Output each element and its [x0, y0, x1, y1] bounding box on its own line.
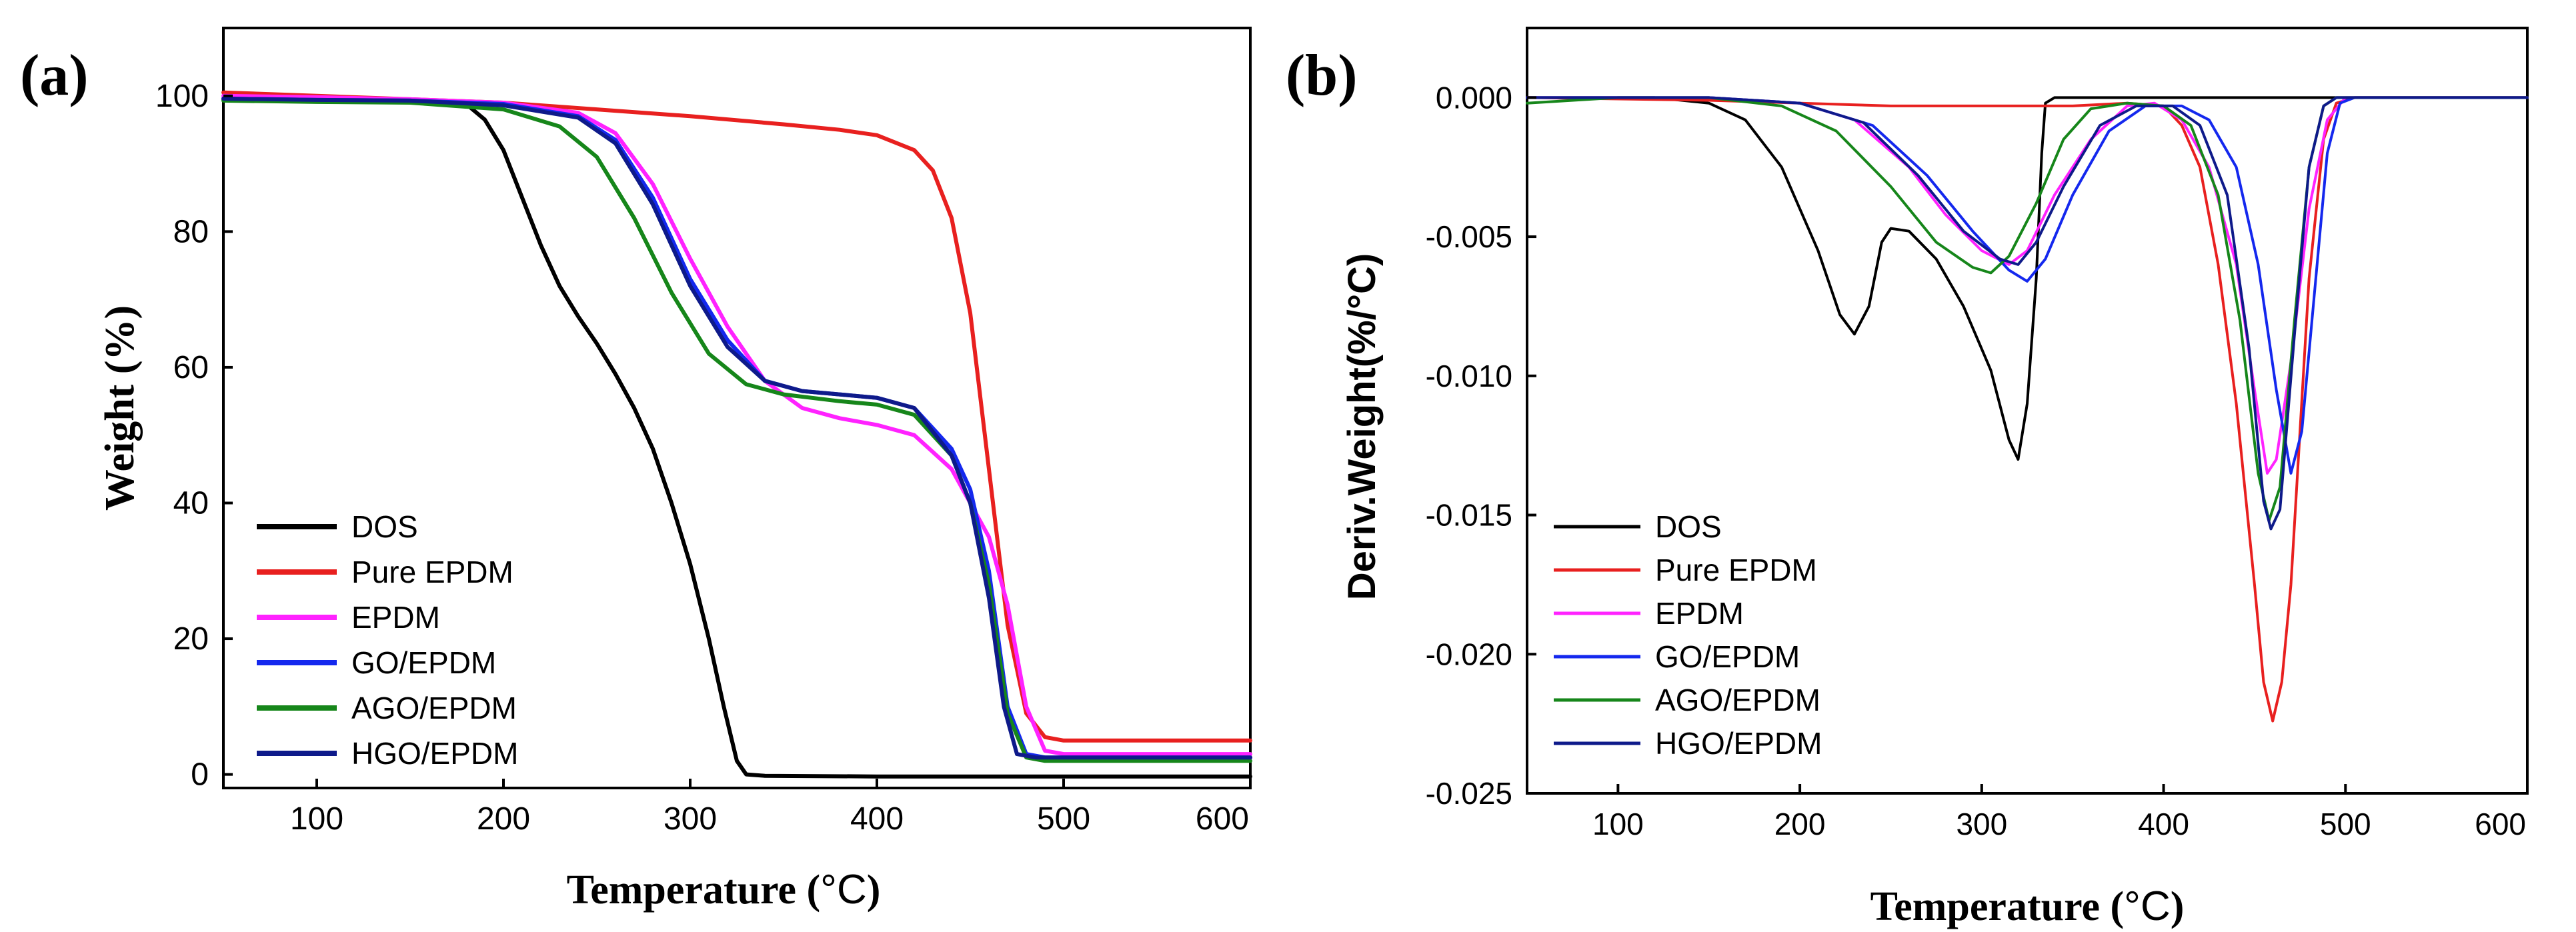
x-tick-label: 400	[850, 801, 904, 837]
panel-b-y-axis-title: Deriv.Weight(%/°C)	[1340, 253, 1384, 601]
legend-label-dos: DOS	[351, 509, 418, 544]
y-tick-label: 0.000	[1436, 80, 1512, 115]
series-line-ago-epdm	[221, 98, 1252, 763]
y-tick-label: 0	[191, 757, 209, 793]
series-line-epdm	[1526, 96, 2529, 475]
legend-label-go-epdm: GO/EPDM	[351, 645, 496, 680]
legend-label-ago-epdm: AGO/EPDM	[351, 691, 517, 725]
series-line-pure-epdm	[221, 90, 1252, 743]
x-tick-label: 500	[1037, 801, 1090, 837]
y-tick-label: 80	[173, 214, 209, 249]
panel-a-tga-chart: (a) 100 200 300 400 500 600 0 20 40 60 80 100 Temp…	[20, 27, 1252, 913]
y-tick-label: -0.015	[1426, 498, 1512, 533]
panel-a-x-axis-title: Temperature (°C)	[567, 867, 881, 913]
legend-label-dos: DOS	[1655, 509, 1722, 544]
y-tick-label: 60	[173, 350, 209, 385]
legend-label-go-epdm: GO/EPDM	[1655, 639, 1800, 674]
x-tick-label: 400	[2138, 807, 2189, 841]
x-tick-label: 100	[290, 801, 343, 837]
legend-label-epdm: EPDM	[351, 600, 440, 635]
series-line-pure-epdm	[1526, 96, 2529, 723]
x-tick-label: 600	[1196, 801, 1249, 837]
y-tick-label: -0.025	[1426, 776, 1512, 811]
panel-b-dtg-chart: (b) 100 200 300 400 500 600 0.000 -0.005 -0.010…	[1286, 27, 2529, 929]
panel-a-plot-frame	[222, 27, 1252, 789]
panel-b-x-axis-title: Temperature (°C)	[1870, 883, 2185, 929]
panel-b-plot-frame	[1526, 27, 2529, 795]
panel-a-legend: DOS Pure EPDM EPDM GO/EPDM AGO/EPDM HGO/EPDM	[257, 509, 518, 771]
x-tick-label: 100	[1592, 807, 1644, 841]
legend-label-hgo-epdm: HGO/EPDM	[351, 736, 518, 771]
panel-a-label: (a)	[20, 43, 89, 108]
series-line-dos	[1526, 96, 2529, 461]
panel-b-legend: DOS Pure EPDM EPDM GO/EPDM AGO/EPDM HGO/EPDM	[1554, 509, 1822, 761]
y-tick-label: -0.005	[1426, 219, 1512, 254]
x-tick-label: 300	[1956, 807, 2007, 841]
panel-a-y-axis-title: Weight (%)	[97, 305, 143, 511]
y-tick-label: -0.020	[1426, 637, 1512, 671]
y-tick-label: -0.010	[1426, 359, 1512, 393]
panel-a-series-lines	[221, 90, 1252, 779]
x-tick-label: 600	[2475, 807, 2526, 841]
x-tick-label: 200	[477, 801, 530, 837]
panel-b-y-ticks: 0.000 -0.005 -0.010 -0.015 -0.020 -0.025	[1426, 80, 1536, 811]
series-line-go-epdm	[1526, 96, 2529, 475]
x-tick-label: 200	[1774, 807, 1826, 841]
x-tick-label: 500	[2320, 807, 2371, 841]
panel-b-label: (b)	[1286, 43, 1358, 108]
y-tick-label: 100	[155, 79, 209, 114]
legend-label-pure-epdm: Pure EPDM	[351, 555, 513, 589]
series-line-epdm	[221, 93, 1252, 757]
y-tick-label: 20	[173, 621, 209, 657]
panel-b-x-ticks: 100 200 300 400 500 600	[1592, 784, 2529, 841]
legend-label-ago-epdm: AGO/EPDM	[1655, 683, 1820, 717]
panel-b-series-lines	[1526, 96, 2529, 723]
legend-label-epdm: EPDM	[1655, 596, 1744, 631]
legend-label-hgo-epdm: HGO/EPDM	[1655, 726, 1822, 761]
series-line-ago-epdm	[1526, 96, 2529, 522]
series-line-hgo-epdm	[221, 96, 1252, 760]
panel-a-x-ticks: 100 200 300 400 500 600	[290, 779, 1252, 837]
y-tick-label: 40	[173, 486, 209, 521]
series-line-hgo-epdm	[1526, 96, 2529, 531]
legend-label-pure-epdm: Pure EPDM	[1655, 553, 1817, 587]
panel-a-y-ticks: 0 20 40 60 80 100	[155, 79, 233, 793]
x-tick-label: 300	[664, 801, 717, 837]
